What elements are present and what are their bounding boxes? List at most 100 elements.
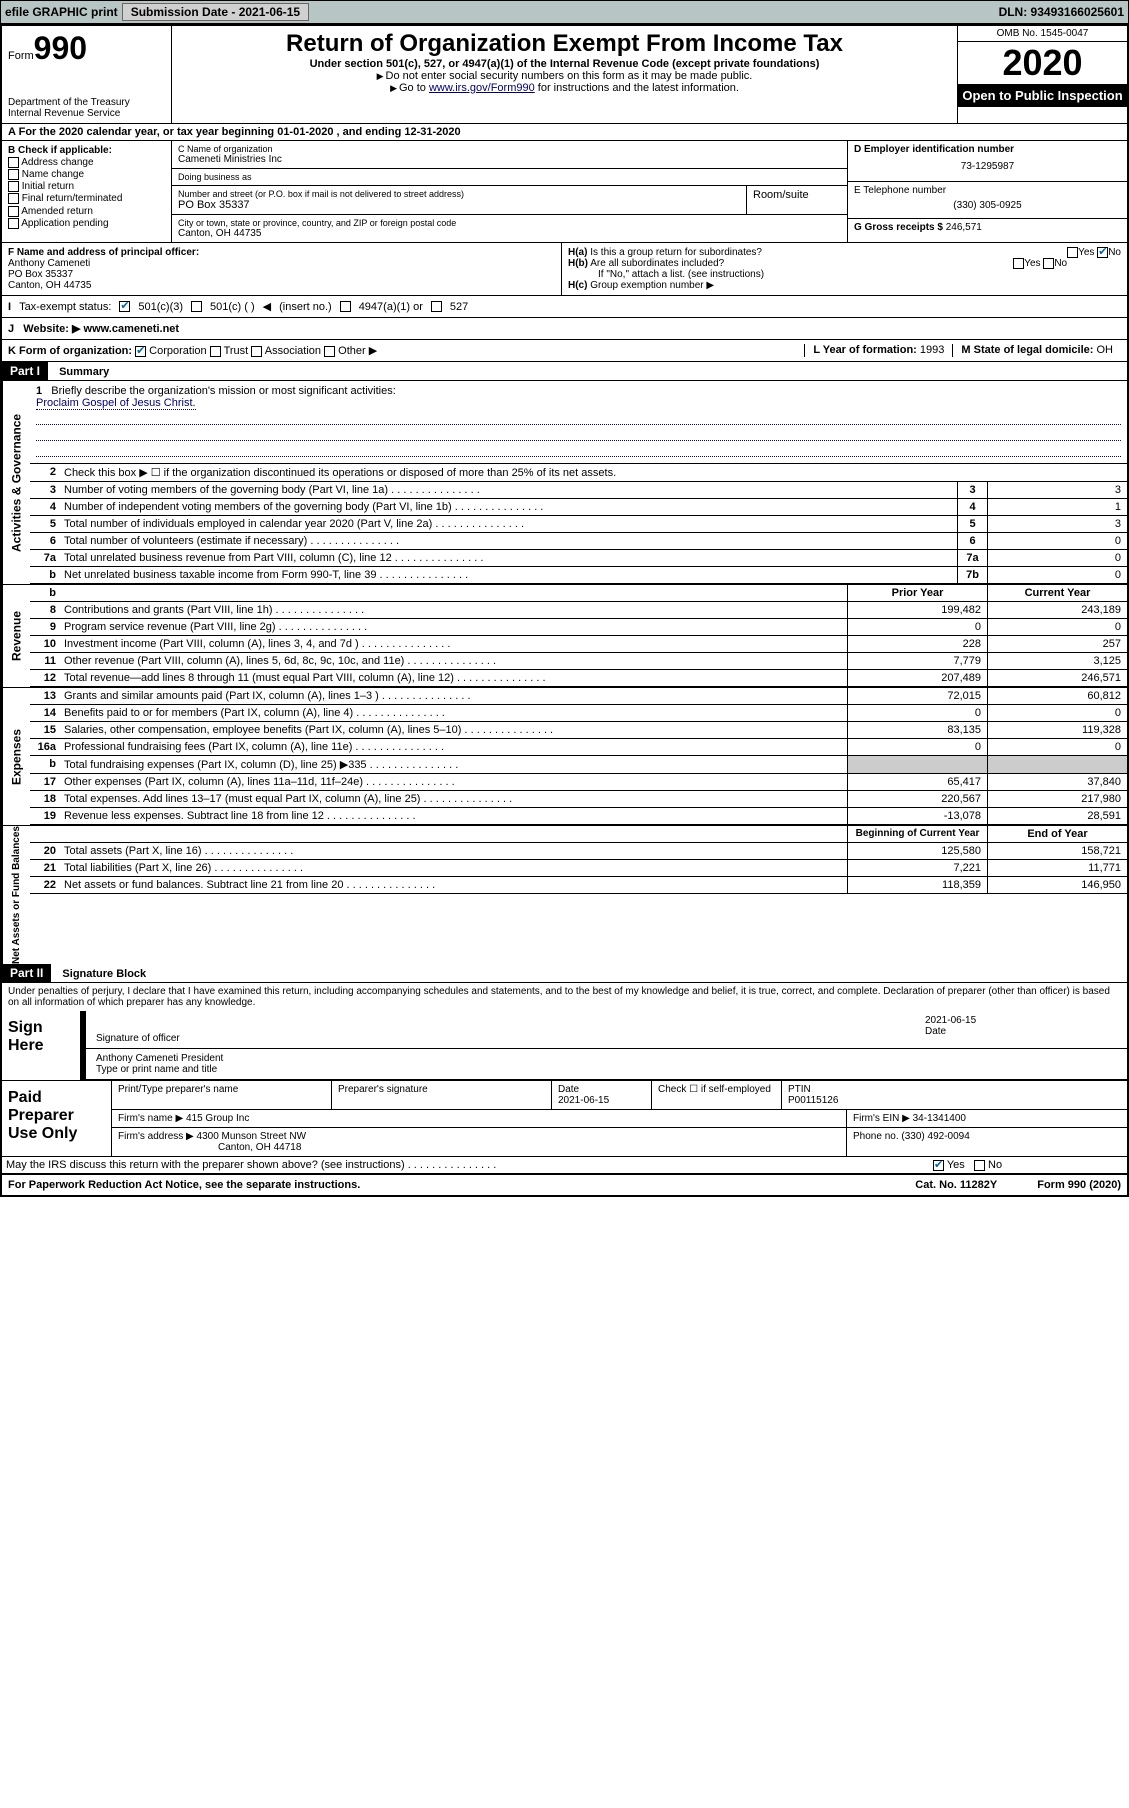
tab-net-assets: Net Assets or Fund Balances: [2, 826, 30, 964]
note-goto-post: for instructions and the latest informat…: [535, 82, 739, 94]
cb-527[interactable]: [431, 301, 442, 312]
gross-label: G Gross receipts $: [854, 222, 943, 233]
cb-address-change[interactable]: Address change: [8, 157, 165, 168]
firm-name: 415 Group Inc: [186, 1113, 249, 1124]
form-title: Return of Organization Exempt From Incom…: [180, 30, 949, 58]
year-formed: 1993: [920, 344, 944, 356]
form-word: Form: [8, 50, 34, 62]
form-id-box: Form990 Department of the Treasury Inter…: [2, 26, 172, 123]
cb-app-pending[interactable]: Application pending: [8, 218, 165, 229]
irs-link[interactable]: www.irs.gov/Form990: [429, 82, 535, 94]
discuss-question: May the IRS discuss this return with the…: [2, 1157, 927, 1173]
page-footer: For Paperwork Reduction Act Notice, see …: [2, 1175, 1127, 1195]
mission-text: Proclaim Gospel of Jesus Christ.: [36, 397, 196, 410]
pra-notice: For Paperwork Reduction Act Notice, see …: [8, 1179, 360, 1191]
hb-text: Are all subordinates included?: [590, 258, 724, 269]
city-label: City or town, state or province, country…: [178, 218, 841, 228]
public-inspection: Open to Public Inspection: [958, 84, 1127, 107]
box-b-title: B Check if applicable:: [8, 145, 112, 156]
form-container: Form990 Department of the Treasury Inter…: [0, 24, 1129, 1197]
ha-yes[interactable]: [1067, 247, 1078, 258]
submission-button[interactable]: Submission Date - 2021-06-15: [122, 3, 309, 21]
sign-here-label: Sign Here: [2, 1011, 82, 1080]
cb-trust[interactable]: [210, 346, 221, 357]
cb-name-change[interactable]: Name change: [8, 169, 165, 180]
note-goto-pre: Go to: [399, 82, 429, 94]
firm-ein-label: Firm's EIN ▶: [853, 1113, 910, 1124]
gross-value: 246,571: [946, 222, 982, 233]
top-toolbar: efile GRAPHIC print Submission Date - 20…: [0, 0, 1129, 24]
line-10: 10Investment income (Part VIII, column (…: [30, 636, 1127, 653]
paid-preparer-label: Paid Preparer Use Only: [2, 1081, 112, 1156]
cb-4947[interactable]: [340, 301, 351, 312]
cb-501c[interactable]: [191, 301, 202, 312]
line-20: 20Total assets (Part X, line 16)125,5801…: [30, 843, 1127, 860]
cat-number: Cat. No. 11282Y: [915, 1179, 997, 1191]
cb-501c3[interactable]: [119, 301, 130, 312]
line-b: bTotal fundraising expenses (Part IX, co…: [30, 756, 1127, 774]
ptin-label: PTIN: [788, 1084, 811, 1095]
firm-phone: (330) 492-0094: [901, 1131, 969, 1142]
org-name-label: C Name of organization: [178, 144, 841, 154]
hb-yes[interactable]: [1013, 258, 1024, 269]
date-label: Date: [925, 1026, 946, 1037]
discuss-no[interactable]: [974, 1160, 985, 1171]
phone-value: (330) 305-0925: [854, 196, 1121, 215]
prep-name-label: Print/Type preparer's name: [112, 1081, 332, 1109]
box-i: I Tax-exempt status: 501(c)(3) 501(c) ( …: [2, 296, 1127, 318]
part2-title: Signature Block: [54, 968, 146, 980]
street-value: PO Box 35337: [178, 199, 740, 211]
tax-status-label: Tax-exempt status:: [19, 301, 111, 313]
line-8: 8Contributions and grants (Part VIII, li…: [30, 602, 1127, 619]
website-label: Website:: [23, 323, 69, 335]
org-form-label: K Form of organization:: [8, 345, 132, 357]
officer-typed-name: Anthony Cameneti President: [96, 1053, 1117, 1064]
type-name-label: Type or print name and title: [96, 1064, 217, 1075]
cb-assoc[interactable]: [251, 346, 262, 357]
domicile-label: M State of legal domicile:: [961, 344, 1093, 356]
hb-no[interactable]: [1043, 258, 1054, 269]
hb-note: If "No," attach a list. (see instruction…: [568, 269, 1121, 280]
part1-badge: Part I: [2, 362, 48, 380]
firm-addr-label: Firm's address ▶: [118, 1131, 194, 1142]
line-22: 22Net assets or fund balances. Subtract …: [30, 877, 1127, 894]
row-a-period: A For the 2020 calendar year, or tax yea…: [2, 124, 1127, 141]
discuss-yes[interactable]: [933, 1160, 944, 1171]
q1-text: Briefly describe the organization's miss…: [51, 385, 395, 397]
cb-amended-return[interactable]: Amended return: [8, 206, 165, 217]
firm-name-label: Firm's name ▶: [118, 1113, 183, 1124]
org-name: Cameneti Ministries Inc: [178, 154, 841, 165]
line-15: 15Salaries, other compensation, employee…: [30, 722, 1127, 739]
street-label: Number and street (or P.O. box if mail i…: [178, 189, 740, 199]
box-klm: K Form of organization: Corporation Trus…: [2, 340, 1127, 362]
cb-final-return[interactable]: Final return/terminated: [8, 193, 165, 204]
room-label: Room/suite: [747, 186, 847, 214]
ha-no[interactable]: [1097, 247, 1108, 258]
form-footer: Form 990 (2020): [1037, 1179, 1121, 1191]
part2-badge: Part II: [2, 964, 51, 982]
title-box: Return of Organization Exempt From Incom…: [172, 26, 957, 123]
hdr-prior-year: Prior Year: [847, 585, 987, 601]
sig-date: 2021-06-15: [925, 1015, 1117, 1026]
line-11: 11Other revenue (Part VIII, column (A), …: [30, 653, 1127, 670]
dln-label: DLN: 93493166025601: [999, 5, 1124, 19]
line-6: 6Total number of volunteers (estimate if…: [30, 533, 1127, 550]
sig-officer-label: Signature of officer: [96, 1033, 180, 1044]
cb-initial-return[interactable]: Initial return: [8, 181, 165, 192]
cb-corp[interactable]: [135, 346, 146, 357]
self-employed-check[interactable]: Check ☐ if self-employed: [652, 1081, 782, 1109]
year-box: OMB No. 1545-0047 2020 Open to Public In…: [957, 26, 1127, 123]
firm-addr1: 4300 Munson Street NW: [197, 1131, 307, 1142]
line-18: 18Total expenses. Add lines 13–17 (must …: [30, 791, 1127, 808]
prep-sig-label: Preparer's signature: [332, 1081, 552, 1109]
year-formed-label: L Year of formation:: [813, 344, 917, 356]
omb-number: OMB No. 1545-0047: [958, 26, 1127, 42]
tax-year: 2020: [958, 42, 1127, 84]
cb-other[interactable]: [324, 346, 335, 357]
line-16a: 16aProfessional fundraising fees (Part I…: [30, 739, 1127, 756]
city-value: Canton, OH 44735: [178, 228, 841, 239]
phone-label: E Telephone number: [854, 185, 1121, 196]
firm-phone-label: Phone no.: [853, 1131, 899, 1142]
officer-label: F Name and address of principal officer:: [8, 247, 199, 258]
line-4: 4Number of independent voting members of…: [30, 499, 1127, 516]
